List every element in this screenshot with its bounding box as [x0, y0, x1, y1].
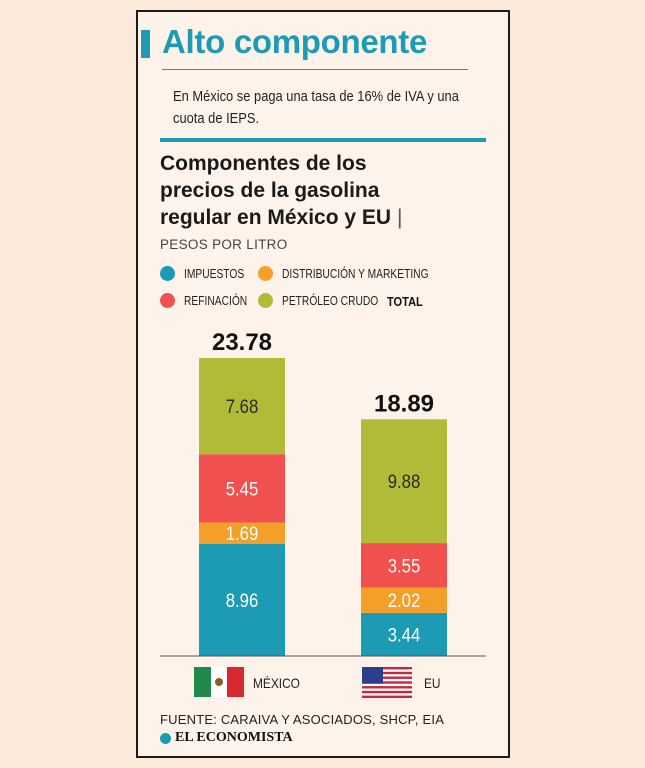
bar-segment-refinación-1	[361, 543, 447, 588]
stacked-bar-chart: 8.96 1.69 5.45 7.68 23.78 3.44 2.02 3.55 9.88 18.…	[160, 329, 486, 657]
title-divider	[162, 69, 468, 70]
category-label-mexico: MÉXICO	[253, 675, 300, 691]
bar-value-label: 2.02	[388, 590, 421, 611]
legend-dot-crudo	[258, 293, 273, 308]
units-label: PESOS POR LITRO	[160, 237, 288, 252]
bar-total-label: 23.78	[212, 329, 272, 356]
brand: EL ECONOMISTA	[160, 730, 293, 746]
main-title: Alto componente	[162, 23, 427, 60]
legend-dot-distribucion	[258, 266, 273, 281]
bar-value-label: 5.45	[226, 478, 259, 499]
brand-logo-icon	[160, 732, 171, 744]
mexico-flag-icon	[194, 667, 245, 697]
bar-value-label: 8.96	[226, 590, 259, 611]
brand-name: EL ECONOMISTA	[175, 730, 293, 745]
legend-refinacion: REFINACIÓN	[160, 293, 261, 308]
bar-value-label: 9.88	[388, 471, 421, 492]
legend-distribucion: DISTRIBUCIÓN Y MARKETING	[258, 266, 461, 281]
legend-total: TOTAL	[387, 294, 423, 309]
legend-dot-refinacion	[160, 293, 175, 308]
bar-value-label: 1.69	[226, 523, 259, 544]
legend-label-impuestos: IMPUESTOS	[184, 266, 245, 281]
legend-label-crudo: PETRÓLEO CRUDO	[282, 293, 379, 308]
bar-segment-refinación-0	[199, 454, 285, 523]
legend-label-distribucion: DISTRIBUCIÓN Y MARKETING	[282, 266, 429, 281]
title-separator: |	[396, 206, 403, 229]
chart-title-line-3: regular en México y EU	[160, 206, 392, 229]
subtitle: En México se paga una tasa de 16% de IVA…	[173, 88, 459, 127]
bar-segment-distribución-1	[361, 587, 447, 613]
legend-crudo: PETRÓLEO CRUDO	[258, 293, 399, 308]
bar-segment-impuestos-0	[199, 543, 285, 656]
source-note: FUENTE: CARAIVA Y ASOCIADOS, SHCP, EIA	[160, 712, 445, 727]
chart-title-line-1: Componentes de los	[160, 152, 367, 175]
chart-title: Componentes de los precios de la gasolin…	[160, 150, 480, 231]
usa-flag-icon	[362, 667, 412, 698]
bar-value-label: 3.55	[388, 555, 421, 576]
bar-segment-impuestos-1	[361, 612, 447, 656]
legend-dot-impuestos	[160, 266, 175, 281]
bar-segment-distribución-0	[199, 522, 285, 544]
legend-impuestos: IMPUESTOS	[160, 266, 257, 281]
category-label-eu: EU	[424, 675, 441, 691]
infographic-card: Alto componente En México se paga una ta…	[136, 10, 510, 758]
legend-label-refinacion: REFINACIÓN	[184, 293, 248, 308]
bar-total-label: 18.89	[374, 390, 434, 417]
title-accent-bar	[141, 30, 150, 58]
section-divider	[160, 138, 486, 142]
bar-segment-petróleo-1	[361, 419, 447, 544]
bar-value-label: 7.68	[226, 396, 259, 417]
bar-segment-petróleo-0	[199, 358, 285, 455]
bar-value-label: 3.44	[388, 624, 421, 645]
chart-title-line-2: precios de la gasolina	[160, 179, 380, 202]
